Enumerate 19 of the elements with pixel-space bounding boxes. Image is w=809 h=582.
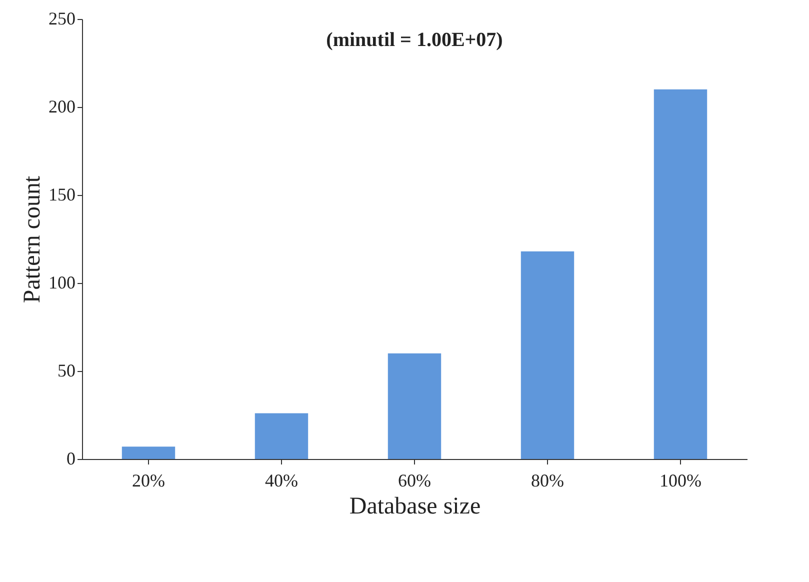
x-tick-label: 80% (531, 470, 564, 490)
text: (minutil = 1.00E+07) (326, 29, 503, 51)
y-tick-label: 0 (66, 448, 76, 468)
x-tick-label: 40% (265, 470, 298, 490)
x-axis-title: Database size (349, 494, 481, 520)
bar (654, 89, 708, 459)
x-tick-label: 100% (660, 470, 702, 490)
y-axis-title: Pattern count (20, 176, 46, 304)
bar (254, 413, 308, 459)
bar (388, 353, 442, 459)
y-tick-label: 250 (48, 8, 76, 28)
y-tick-label: 50 (58, 360, 76, 380)
x-tick-label: 60% (398, 470, 431, 490)
y-tick-label: 150 (48, 184, 76, 204)
x-tick-label: 20% (132, 470, 165, 490)
bar (520, 251, 574, 459)
bar (122, 446, 176, 459)
y-tick-label: 100 (48, 272, 76, 292)
y-tick-label: 200 (48, 96, 76, 116)
